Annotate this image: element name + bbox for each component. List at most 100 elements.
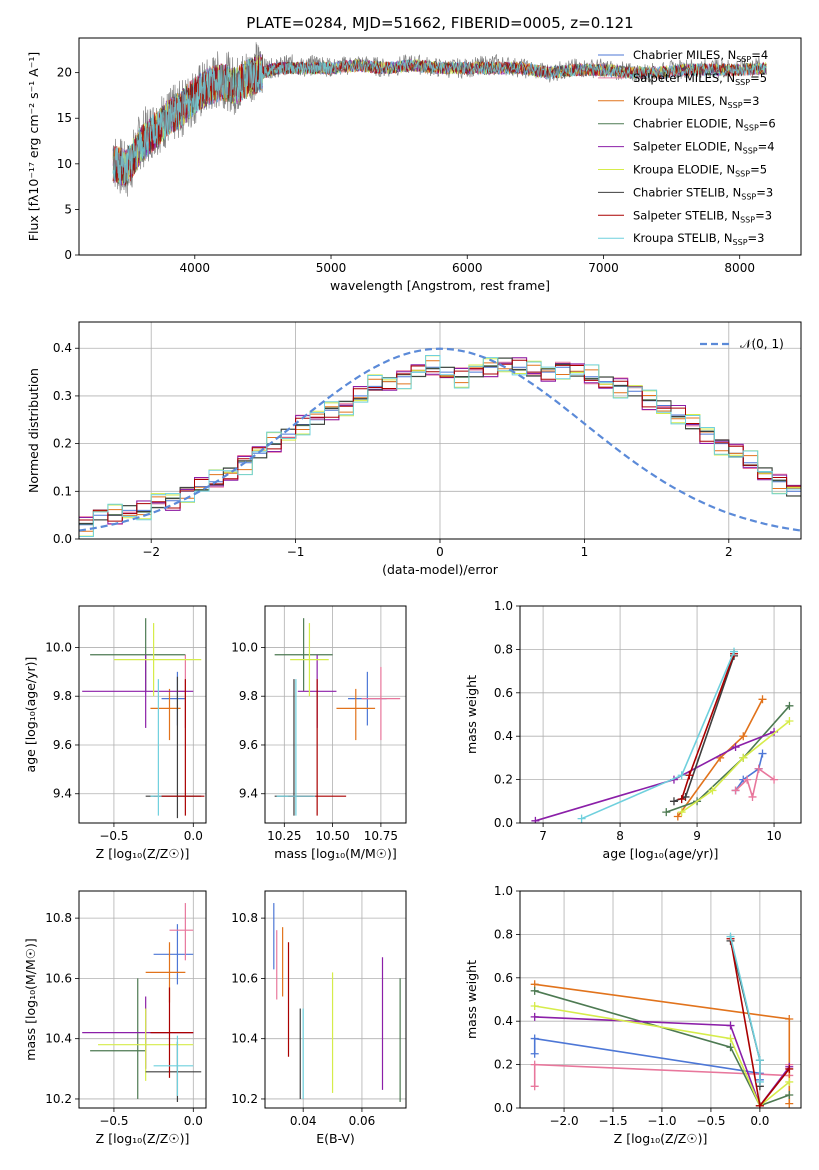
legend-entry: Salpeter STELIB, NSSP=3 <box>633 208 772 224</box>
gaussian-curve <box>79 347 801 532</box>
plus-marker <box>739 753 748 762</box>
xtick-label: 0.0 <box>750 1114 769 1128</box>
ytick-label: 10.2 <box>231 1092 258 1106</box>
legend-series-name: Kroupa MILES, N <box>633 94 728 108</box>
errorbar-point-4 <box>82 654 194 728</box>
plus-marker <box>730 647 739 656</box>
xtick-label: −1 <box>287 545 305 559</box>
plus-marker <box>530 1034 539 1043</box>
plot-area-age-vs-mass <box>274 618 401 816</box>
xtick-label: 10.50 <box>315 829 349 843</box>
axes-weight-vs-Z: −2.0 −1.5 −1.0 −0.5 0.0 0.0 0.2 0.4 0.6 0.8 1.0 Z [… <box>464 884 802 1146</box>
legend-subscript: SSP <box>735 78 750 87</box>
plus-marker <box>785 717 794 726</box>
plot-area-mass-vs-Z <box>82 903 202 1102</box>
ytick-label: 0.1 <box>53 484 72 498</box>
legend-entry: Chabrier STELIB, NSSP=3 <box>633 185 773 201</box>
y-axis-label: age [log₁₀(age/yr)] <box>23 657 38 773</box>
xtick-label: 8000 <box>724 261 755 275</box>
errorbar-point-8 <box>276 679 316 816</box>
weight-series-1 <box>731 764 779 801</box>
axes-age-vs-mass: 10.25 10.50 10.75 9.4 9.6 9.8 10.0 mass [log₁₀(… <box>231 605 407 861</box>
legend-subscript: SSP <box>728 101 743 110</box>
legend-series-name: Kroupa ELODIE, N <box>633 163 735 177</box>
plus-marker <box>785 1090 794 1099</box>
legend-entry: Salpeter ELODIE, NSSP=4 <box>633 140 775 156</box>
plus-marker <box>530 1012 539 1021</box>
plus-marker <box>770 775 779 784</box>
x-axis-label: age [log₁₀(age/yr)] <box>603 846 719 861</box>
plus-marker <box>785 1015 794 1024</box>
plus-marker <box>677 808 686 817</box>
legend-series-name: Chabrier MILES, N <box>633 48 736 62</box>
ytick-label: 0.0 <box>53 532 72 546</box>
legend-entry: Kroupa ELODIE, NSSP=5 <box>633 163 767 179</box>
errorbar-point-5 <box>290 623 329 697</box>
weight-series-8 <box>577 647 739 823</box>
xtick-label: 9 <box>693 829 701 843</box>
legend-nssp: =3 <box>755 208 772 222</box>
xtick-label: 7000 <box>588 261 619 275</box>
ytick-label: 10.4 <box>45 1032 72 1046</box>
errorbar-point-5 <box>113 623 202 697</box>
plus-marker <box>677 771 686 780</box>
errorbar-point-1 <box>361 666 401 741</box>
errorbar-point-8 <box>150 679 162 816</box>
weight-series-5 <box>677 717 794 817</box>
ytick-label: 0 <box>64 248 72 262</box>
plus-marker <box>577 814 586 823</box>
plus-marker <box>669 797 678 806</box>
xtick-label: −0.5 <box>696 1114 725 1128</box>
ytick-label: 0.8 <box>494 927 513 941</box>
x-axis-label: E(B-V) <box>316 1131 355 1146</box>
axes-age-vs-Z: −0.5 0.0 9.4 9.6 9.8 10.0 Z [log₁₀(Z/Z☉)] age [… <box>23 605 207 861</box>
errorbar-point-3 <box>90 618 186 692</box>
ytick-label: 0.0 <box>494 816 513 830</box>
plus-marker <box>785 701 794 710</box>
legend-entry: Kroupa STELIB, NSSP=3 <box>633 231 764 247</box>
model-spectrum-8 <box>112 59 767 185</box>
plus-marker <box>726 932 735 941</box>
legend-entry: Chabrier ELODIE, NSSP=6 <box>633 117 776 133</box>
axes-frame <box>78 605 207 824</box>
weight-line <box>681 720 790 813</box>
plus-marker <box>530 1002 539 1011</box>
xtick-label: 1 <box>581 545 589 559</box>
ytick-label: 15 <box>57 111 72 125</box>
y-axis-label: mass weight <box>464 675 479 754</box>
legend-subscript: SSP <box>744 124 759 133</box>
x-axis-label: Z [log₁₀(Z/Z☉)] <box>614 1131 708 1146</box>
plus-marker <box>530 1060 539 1069</box>
xtick-label: 0.0 <box>184 829 203 843</box>
xtick-label: 7 <box>539 829 547 843</box>
plus-marker <box>785 1064 794 1073</box>
weight-line <box>534 1005 790 1108</box>
plus-marker <box>708 786 717 795</box>
weight-line <box>729 936 761 1082</box>
xtick-label: 6000 <box>452 261 483 275</box>
plus-marker <box>754 764 763 773</box>
errorbar-point-8 <box>153 1035 194 1096</box>
ytick-label: 10.0 <box>231 640 258 654</box>
plot-area-weight-vs-Z <box>530 932 794 1108</box>
x-axis-label: Z [log₁₀(Z/Z☉)] <box>96 1131 190 1146</box>
plus-marker <box>685 771 694 780</box>
ytick-label: 9.4 <box>239 787 258 801</box>
plus-marker <box>758 749 767 758</box>
axes-frame <box>264 890 407 1109</box>
legend-nssp: =3 <box>743 94 760 108</box>
x-axis-label: (data-model)/error <box>382 562 499 577</box>
weight-line <box>535 731 775 822</box>
plus-marker <box>530 986 539 995</box>
legend-subscript: SSP <box>733 238 748 247</box>
ytick-label: 0.4 <box>494 729 513 743</box>
axes-mass-vs-EBV: 0.04 0.06 10.2 10.4 10.6 10.8 E(B-V) <box>231 890 407 1146</box>
legend-series-name: Chabrier STELIB, N <box>633 185 741 199</box>
ytick-label: 1.0 <box>494 599 513 613</box>
ytick-label: 5 <box>64 202 72 216</box>
ytick-label: 9.6 <box>53 738 72 752</box>
legend-series-name: Salpeter MILES, N <box>633 71 735 85</box>
plus-marker <box>677 795 686 804</box>
y-axis-label: Normed distribution <box>26 368 41 493</box>
xtick-label: 0.06 <box>349 1114 376 1128</box>
